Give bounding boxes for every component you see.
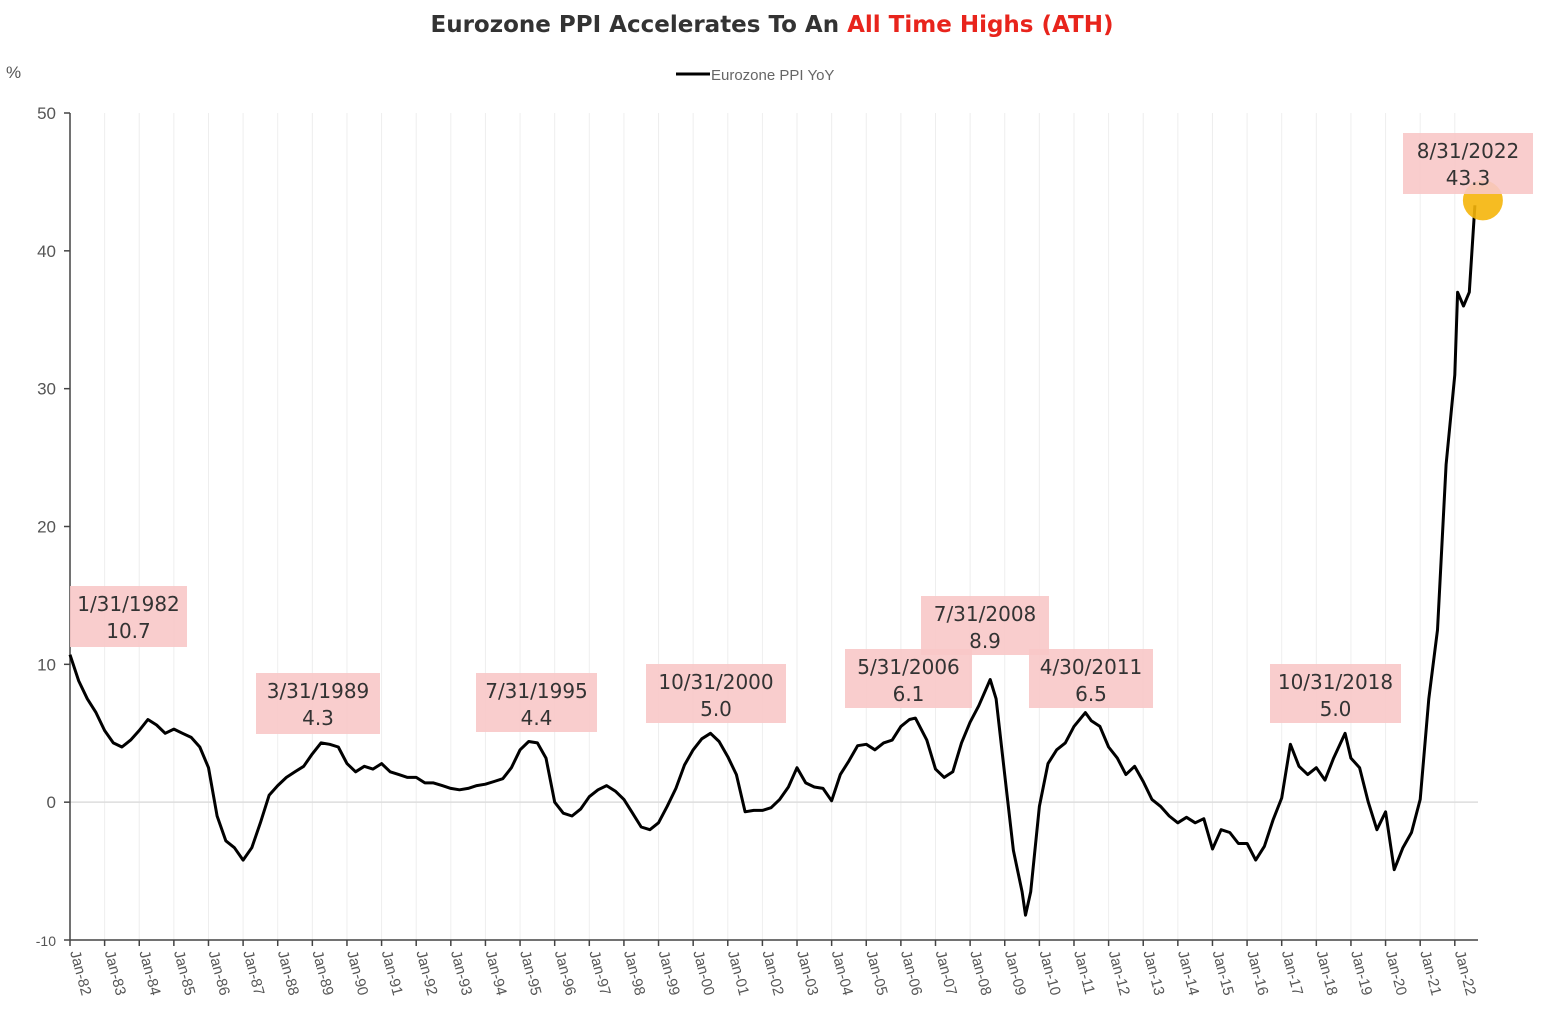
annotation-value: 5.0 — [1320, 697, 1352, 721]
annotation-box: 10/31/2018 5.0 — [1270, 664, 1401, 723]
annotation-box: 5/31/2006 6.1 — [845, 649, 972, 708]
annotation-box: 4/30/2011 6.5 — [1029, 649, 1153, 708]
annotation-box: 8/31/2022 43.3 — [1403, 133, 1533, 194]
x-tick-label: Jan-89 — [308, 949, 336, 998]
annotation-bg — [70, 586, 187, 647]
grid-lines — [69, 113, 1478, 940]
x-tick-label: Jan-10 — [1035, 949, 1063, 998]
annotation-value: 6.5 — [1075, 682, 1107, 706]
y-tick-label: 10 — [37, 655, 56, 674]
x-tick-label: Jan-00 — [689, 949, 717, 998]
y-tick-label: 50 — [37, 104, 56, 123]
x-tick-label: Jan-08 — [966, 949, 994, 998]
annotation-value: 6.1 — [893, 682, 925, 706]
chart-title: Eurozone PPI Accelerates To An All Time … — [431, 12, 1114, 38]
x-tick-label: Jan-92 — [412, 949, 440, 998]
annotation-value: 43.3 — [1446, 166, 1491, 190]
annotation-bg — [921, 596, 1049, 655]
annotation-date: 10/31/2000 — [658, 670, 773, 694]
series-layer — [68, 205, 1477, 917]
x-tick-label: Jan-21 — [1416, 949, 1444, 998]
x-tick-label: Jan-97 — [585, 949, 613, 998]
x-tick-label: Jan-98 — [620, 949, 648, 998]
annotation-box: 7/31/1995 4.4 — [476, 673, 597, 732]
x-tick-label: Jan-12 — [1105, 949, 1133, 998]
annotation-date: 8/31/2022 — [1417, 139, 1520, 163]
axes — [69, 113, 1478, 941]
x-tick-label: Jan-88 — [274, 949, 302, 998]
x-tick-label: Jan-01 — [724, 949, 752, 998]
annotation-value: 4.4 — [521, 706, 553, 730]
chart-title-main: Eurozone PPI Accelerates To An — [431, 12, 848, 38]
x-tick-label: Jan-09 — [1001, 949, 1029, 998]
x-tick-label: Jan-93 — [447, 949, 475, 998]
annotation-bg — [646, 664, 786, 723]
x-tick-label: Jan-03 — [793, 949, 821, 998]
y-tick-label: 20 — [37, 518, 56, 537]
annotation-bg — [1403, 133, 1533, 194]
y-axis-label: % — [6, 63, 21, 82]
x-tick-label: Jan-83 — [101, 949, 129, 998]
annotations-layer: 1/31/1982 10.7 3/31/1989 4.3 7/31/1995 4.4 10/… — [70, 133, 1533, 734]
y-tick-label: 40 — [37, 242, 56, 261]
annotation-value: 8.9 — [969, 629, 1001, 653]
x-tick-label: Jan-91 — [378, 949, 406, 998]
x-tick-label: Jan-04 — [828, 949, 856, 998]
x-tick-label: Jan-06 — [897, 949, 925, 998]
annotation-box: 7/31/2008 8.9 — [921, 596, 1049, 655]
legend: Eurozone PPI YoY — [676, 67, 834, 84]
annotation-date: 7/31/1995 — [485, 679, 588, 703]
y-tick-label: 30 — [37, 380, 56, 399]
annotation-date: 5/31/2006 — [857, 655, 960, 679]
x-tick-label: Jan-22 — [1451, 949, 1479, 998]
x-tick-label: Jan-11 — [1070, 949, 1098, 997]
annotation-box: 10/31/2000 5.0 — [646, 664, 786, 723]
annotation-value: 4.3 — [302, 706, 334, 730]
x-tick-label: Jan-16 — [1243, 949, 1271, 998]
annotation-bg — [256, 673, 380, 734]
x-tick-label: Jan-15 — [1209, 949, 1237, 998]
annotation-box: 1/31/1982 10.7 — [70, 586, 187, 647]
x-tick-label: Jan-05 — [862, 949, 890, 998]
annotation-date: 3/31/1989 — [267, 679, 370, 703]
y-axis-ticks: -10 0 10 20 30 40 50 — [36, 104, 70, 949]
annotation-date: 7/31/2008 — [934, 602, 1037, 626]
x-tick-label: Jan-20 — [1382, 949, 1410, 998]
annotation-value: 10.7 — [106, 619, 151, 643]
x-tick-label: Jan-85 — [170, 949, 198, 998]
x-tick-label: Jan-18 — [1312, 949, 1340, 998]
annotation-bg — [1029, 649, 1153, 708]
x-tick-label: Jan-02 — [759, 949, 787, 998]
series-line — [68, 205, 1477, 917]
x-tick-label: Jan-19 — [1347, 949, 1375, 998]
annotation-date: 10/31/2018 — [1278, 670, 1393, 694]
chart-title-highlight: All Time Highs (ATH) — [847, 12, 1113, 38]
x-tick-label: Jan-13 — [1139, 949, 1167, 998]
x-tick-label: Jan-94 — [482, 949, 510, 998]
x-tick-label: Jan-90 — [343, 949, 371, 998]
y-tick-label: 0 — [47, 793, 56, 812]
annotation-date: 1/31/1982 — [77, 592, 180, 616]
x-tick-label: Jan-87 — [239, 949, 267, 998]
annotation-value: 5.0 — [700, 697, 732, 721]
annotation-box: 3/31/1989 4.3 — [256, 673, 380, 734]
x-tick-label: Jan-07 — [932, 949, 960, 998]
annotation-bg — [476, 673, 597, 732]
x-tick-label: Jan-96 — [551, 949, 579, 998]
x-tick-label: Jan-84 — [135, 949, 163, 998]
x-tick-label: Jan-86 — [205, 949, 233, 998]
x-tick-label: Jan-99 — [655, 949, 683, 998]
y-tick-label: -10 — [36, 933, 56, 949]
x-tick-label: Jan-17 — [1278, 949, 1306, 998]
legend-label: Eurozone PPI YoY — [711, 67, 834, 84]
annotation-date: 4/30/2011 — [1040, 655, 1143, 679]
x-axis-ticks: Jan-82 Jan-83 Jan-84 Jan-85 Jan-86 Jan-87 Jan-… — [66, 940, 1479, 997]
annotation-bg — [845, 649, 972, 708]
x-tick-label: Jan-95 — [516, 949, 544, 998]
x-tick-label: Jan-82 — [66, 949, 94, 998]
x-tick-label: Jan-14 — [1174, 949, 1202, 998]
annotation-bg — [1270, 664, 1401, 723]
